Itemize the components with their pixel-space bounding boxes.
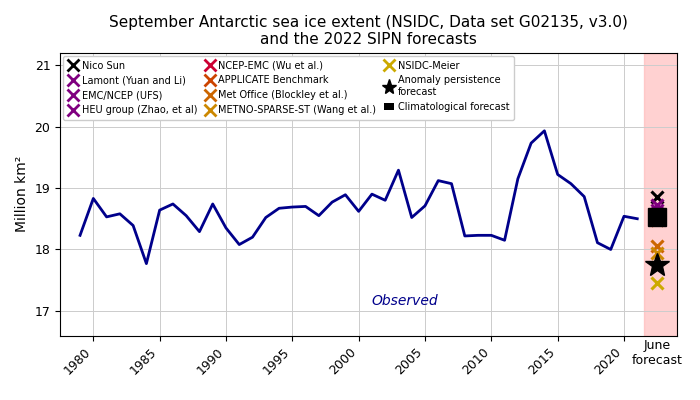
Y-axis label: Million km²: Million km²: [15, 156, 29, 232]
Bar: [644, 53, 677, 336]
Text: June
forecast: June forecast: [631, 339, 682, 367]
Text: Observed: Observed: [372, 294, 438, 308]
Title: September Antarctic sea ice extent (NSIDC, Data set G02135, v3.0)
and the 2022 S: September Antarctic sea ice extent (NSID…: [109, 15, 628, 47]
Legend: Nico Sun, Lamont (Yuan and Li), EMC/NCEP (UFS), HEU group (Zhao, et al), NCEP-EM: Nico Sun, Lamont (Yuan and Li), EMC/NCEP…: [63, 56, 514, 120]
